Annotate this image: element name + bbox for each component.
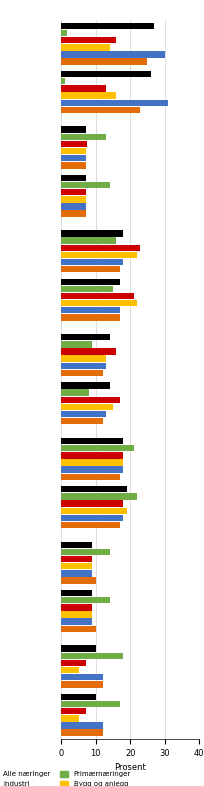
Bar bbox=[61, 515, 123, 521]
Bar bbox=[61, 107, 140, 113]
Legend: Alle næringer, Industri, Privat tjeneste-
yting, Primærnæringer, Bygg og anlegg,: Alle næringer, Industri, Privat tjeneste… bbox=[0, 771, 131, 786]
Bar bbox=[61, 570, 92, 577]
Bar bbox=[61, 204, 85, 210]
Bar bbox=[61, 37, 116, 43]
Bar bbox=[61, 590, 92, 597]
Bar bbox=[61, 44, 109, 50]
Bar bbox=[61, 348, 116, 354]
Bar bbox=[61, 266, 119, 273]
Bar bbox=[61, 285, 112, 292]
Bar bbox=[61, 155, 85, 161]
Bar bbox=[61, 418, 102, 424]
Bar bbox=[61, 466, 123, 473]
Bar bbox=[61, 300, 136, 307]
Bar bbox=[61, 389, 89, 396]
Bar bbox=[61, 681, 102, 688]
Bar bbox=[61, 667, 78, 674]
Bar bbox=[61, 237, 116, 244]
Bar bbox=[61, 563, 92, 570]
Bar bbox=[61, 604, 92, 611]
Bar bbox=[61, 141, 87, 147]
Bar bbox=[61, 127, 85, 133]
Bar bbox=[61, 645, 95, 652]
Bar bbox=[61, 252, 136, 258]
Bar bbox=[61, 486, 126, 493]
Bar bbox=[61, 438, 123, 444]
Bar bbox=[61, 459, 123, 465]
Bar bbox=[61, 369, 102, 376]
Bar bbox=[61, 259, 123, 265]
Bar bbox=[61, 612, 92, 618]
Bar bbox=[61, 729, 102, 736]
Bar bbox=[61, 78, 65, 84]
Bar bbox=[61, 597, 109, 604]
Bar bbox=[61, 404, 112, 410]
Bar bbox=[61, 162, 85, 169]
Bar bbox=[61, 549, 109, 555]
Bar bbox=[61, 474, 119, 480]
Bar bbox=[61, 51, 164, 57]
Bar bbox=[61, 715, 78, 722]
Bar bbox=[61, 411, 106, 417]
Bar bbox=[61, 334, 109, 340]
Bar bbox=[61, 182, 109, 189]
Bar bbox=[61, 501, 123, 507]
Bar bbox=[61, 58, 147, 64]
Bar bbox=[61, 71, 150, 77]
Bar bbox=[61, 674, 102, 681]
Bar bbox=[61, 85, 106, 92]
Bar bbox=[61, 314, 119, 321]
Bar bbox=[61, 445, 133, 451]
Bar bbox=[61, 134, 106, 140]
Bar bbox=[61, 196, 85, 203]
Bar bbox=[61, 30, 66, 36]
Bar bbox=[61, 494, 136, 500]
Bar bbox=[61, 278, 119, 285]
Bar bbox=[61, 230, 123, 237]
Bar bbox=[61, 626, 95, 632]
Bar bbox=[61, 355, 106, 362]
Bar bbox=[61, 382, 109, 389]
Bar bbox=[61, 556, 92, 562]
Bar bbox=[61, 452, 123, 458]
Bar bbox=[61, 397, 119, 403]
Bar bbox=[61, 174, 85, 181]
Bar bbox=[61, 708, 85, 714]
Bar bbox=[61, 362, 106, 369]
Bar bbox=[61, 659, 85, 666]
Bar bbox=[61, 522, 119, 528]
Bar bbox=[61, 307, 119, 314]
X-axis label: Prosent: Prosent bbox=[114, 763, 145, 772]
Bar bbox=[61, 148, 85, 154]
Bar bbox=[61, 508, 126, 514]
Bar bbox=[61, 211, 85, 217]
Bar bbox=[61, 189, 85, 196]
Bar bbox=[61, 100, 167, 106]
Bar bbox=[61, 341, 92, 347]
Bar bbox=[61, 694, 95, 700]
Bar bbox=[61, 23, 153, 29]
Bar bbox=[61, 701, 119, 707]
Bar bbox=[61, 578, 95, 584]
Bar bbox=[61, 652, 123, 659]
Bar bbox=[61, 722, 102, 729]
Bar bbox=[61, 93, 116, 99]
Bar bbox=[61, 619, 92, 625]
Bar bbox=[61, 244, 140, 251]
Bar bbox=[61, 542, 92, 548]
Bar bbox=[61, 293, 133, 299]
